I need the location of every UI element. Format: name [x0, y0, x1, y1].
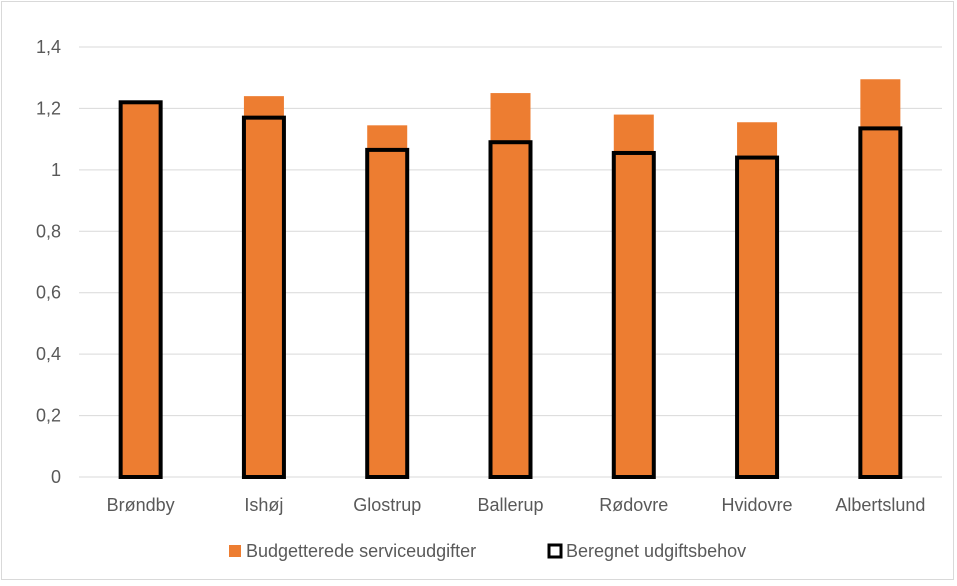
y-tick-label: 1: [51, 160, 61, 180]
bars: [118, 79, 903, 480]
bar-budgetterede-ballerup: [490, 93, 531, 478]
y-tick-label: 0,2: [36, 406, 61, 426]
bar-budgetterede-ish-j: [243, 96, 284, 478]
x-tick-label-glostrup: Glostrup: [353, 495, 421, 515]
y-tick-label: 1,4: [36, 37, 61, 57]
y-tick-label: 0,8: [36, 221, 61, 241]
x-tick-label-albertslund: Albertslund: [835, 495, 925, 515]
bar-budgetterede-br-ndby: [120, 103, 161, 478]
y-tick-label: 1,2: [36, 98, 61, 118]
x-tick-label-ballerup: Ballerup: [477, 495, 543, 515]
legend-label-beregnet: Beregnet udgiftsbehov: [566, 541, 746, 561]
bar-beregnet-ish-j: [241, 115, 286, 480]
bar-beregnet-br-ndby: [118, 100, 163, 480]
legend: Budgetterede serviceudgifter Beregnet ud…: [229, 541, 746, 561]
y-tick-label: 0: [51, 467, 61, 487]
x-tick-label-hvidovre: Hvidovre: [722, 495, 793, 515]
x-tick-label-ish-j: Ishøj: [244, 495, 283, 515]
bar-beregnet-albertslund: [858, 126, 903, 480]
x-tick-label-br-ndby: Brøndby: [107, 495, 175, 515]
x-tick-label-r-dovre: Rødovre: [599, 495, 668, 515]
y-axis-ticks: 0 0,2 0,4 0,6 0,8 1 1,2 1,4: [36, 37, 61, 487]
bar-budgetterede-albertslund: [860, 79, 901, 477]
y-tick-label: 0,6: [36, 283, 61, 303]
bar-beregnet-hvidovre: [735, 155, 780, 479]
y-tick-label: 0,4: [36, 344, 61, 364]
legend-label-budgetterede: Budgetterede serviceudgifter: [246, 541, 476, 561]
bar-beregnet-glostrup: [365, 147, 410, 479]
legend-swatch-budgetterede: [229, 545, 241, 557]
bar-beregnet-ballerup: [488, 140, 533, 479]
legend-swatch-beregnet: [547, 543, 563, 559]
bar-budgetterede-glostrup: [367, 125, 408, 478]
bar-beregnet-r-dovre: [611, 150, 656, 479]
bar-budgetterede-hvidovre: [737, 122, 778, 477]
x-axis-ticks: Brøndby Ishøj Glostrup Ballerup Rødovre Hvido…: [107, 495, 926, 515]
bar-budgetterede-r-dovre: [613, 114, 654, 478]
